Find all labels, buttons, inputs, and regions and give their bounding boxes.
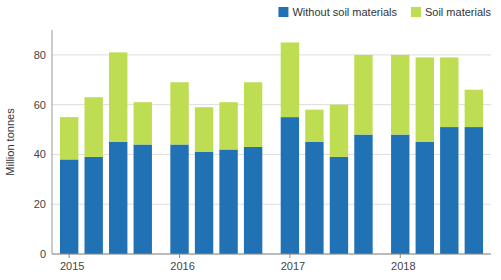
- bar-segment: [219, 102, 237, 149]
- bars: [60, 42, 483, 254]
- legend-item: Without soil materials: [278, 6, 397, 18]
- bar-segment: [244, 147, 262, 254]
- bar-segment: [391, 135, 409, 254]
- legend-item: Soil materials: [411, 6, 492, 18]
- bar-segment: [134, 102, 152, 144]
- bar-segment: [60, 159, 78, 254]
- bar-segment: [134, 144, 152, 254]
- bar-segment: [391, 55, 409, 135]
- bar-segment: [84, 157, 102, 254]
- chart: 0 20 40 60 80 2015 2016 2017 2018 Million tonnes W…: [0, 0, 501, 280]
- bar-segment: [244, 82, 262, 147]
- x-tick: [179, 254, 180, 258]
- legend-label: Soil materials: [425, 6, 492, 18]
- bar-segment: [109, 52, 127, 142]
- chart-container: 0 20 40 60 80 2015 2016 2017 2018 Million tonnes W…: [0, 0, 501, 280]
- bar-segment: [109, 142, 127, 254]
- x-tick-label: 2016: [170, 260, 194, 272]
- bar-segment: [416, 57, 434, 142]
- y-tick-label: 20: [34, 198, 46, 210]
- bar-segment: [305, 142, 323, 254]
- x-tick-label: 2018: [391, 260, 415, 272]
- legend-swatch: [411, 7, 421, 17]
- y-tick-label: 40: [34, 148, 46, 160]
- x-tick-label: 2015: [60, 260, 84, 272]
- bar-segment: [330, 157, 348, 254]
- bar-segment: [440, 127, 458, 254]
- bar-segment: [60, 117, 78, 159]
- bar-segment: [330, 105, 348, 157]
- bar-segment: [84, 97, 102, 157]
- bar-segment: [281, 42, 299, 117]
- bar-segment: [195, 152, 213, 254]
- bar-segment: [219, 149, 237, 254]
- x-tick-label: 2017: [281, 260, 305, 272]
- y-tick-label: 60: [34, 99, 46, 111]
- legend-label: Without soil materials: [292, 6, 397, 18]
- x-tick: [400, 254, 401, 258]
- bar-segment: [465, 90, 483, 127]
- bar-segment: [440, 57, 458, 127]
- bar-segment: [281, 117, 299, 254]
- bar-segment: [170, 82, 188, 144]
- grid-line: [52, 254, 491, 255]
- y-tick-label: 0: [40, 248, 46, 260]
- bar-segment: [195, 107, 213, 152]
- bar-segment: [305, 110, 323, 142]
- y-axis-label: Million tonnes: [4, 108, 16, 176]
- bar-segment: [354, 135, 372, 254]
- bar-segment: [416, 142, 434, 254]
- x-axis-line: [52, 254, 491, 255]
- legend-swatch: [278, 7, 288, 17]
- bar-segment: [465, 127, 483, 254]
- bar-segment: [354, 55, 372, 135]
- legend: Without soil materials Soil materials: [278, 6, 491, 18]
- bar-segment: [170, 144, 188, 254]
- y-axis-line: [52, 30, 53, 254]
- x-tick: [289, 254, 290, 258]
- x-tick: [69, 254, 70, 258]
- y-tick-label: 80: [34, 49, 46, 61]
